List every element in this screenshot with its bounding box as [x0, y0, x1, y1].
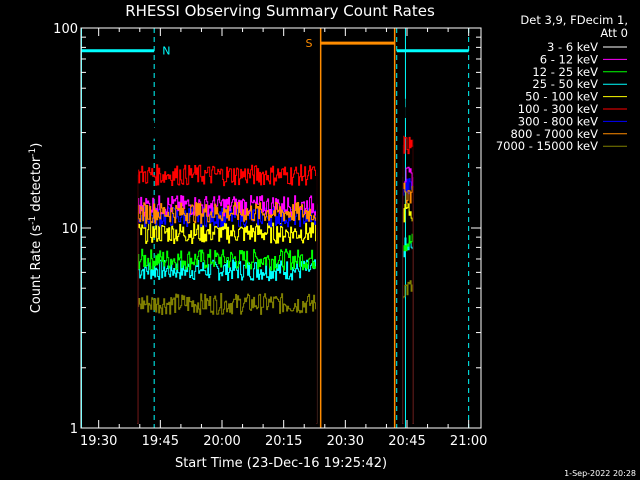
- y-tick-label: 1: [70, 422, 78, 437]
- annotation-layer: NS: [81, 28, 470, 428]
- x-tick-label: 20:00: [203, 434, 240, 449]
- series-trace: [402, 98, 414, 120]
- x-axis-label: Start Time (23-Dec-16 19:25:42): [175, 456, 387, 471]
- y-axis-label-mid: detector: [29, 156, 44, 216]
- legend-entry-label: 25 - 50 keV: [532, 77, 598, 91]
- series-trace: [402, 182, 414, 204]
- series-trace: [402, 280, 414, 299]
- series-3-6keV: [137, 98, 414, 424]
- saa-label: S: [306, 37, 313, 50]
- x-tick-label: 20:45: [388, 434, 425, 449]
- series-trace: [137, 293, 318, 315]
- y-axis-label-sup1: -1: [28, 216, 38, 225]
- x-tick-label: 19:30: [80, 434, 117, 449]
- y-axis-label: Count Rate (s-1 detector-1): [28, 143, 44, 314]
- y-axis-label-main: Count Rate (s: [29, 225, 44, 314]
- night-label: N: [162, 45, 170, 58]
- legend-entry-label: 300 - 800 keV: [518, 114, 598, 128]
- series-trace: [137, 164, 318, 187]
- legend-entry-label: 50 - 100 keV: [525, 90, 598, 104]
- series-trace: [137, 248, 317, 271]
- x-tick-label: 20:15: [265, 434, 302, 449]
- x-tick-label: 19:45: [142, 434, 179, 449]
- series-trace: [137, 222, 318, 244]
- y-tick-label: 100: [53, 22, 78, 37]
- legend-header-line1: Det 3,9, FDecim 1,: [520, 13, 628, 27]
- y-axis-label-sup2: -1: [28, 148, 38, 157]
- legend-entry-label: 3 - 6 keV: [547, 40, 598, 54]
- series-trace: [402, 203, 414, 223]
- chart-title: RHESSI Observing Summary Count Rates: [125, 2, 435, 20]
- legend-entry-label: 7000 - 15000 keV: [496, 139, 598, 153]
- generation-timestamp: 1-Sep-2022 20:28: [564, 469, 636, 478]
- y-axis-label-end: ): [29, 143, 44, 148]
- series-trace: [137, 202, 318, 224]
- y-axis: 1 10 100: [53, 22, 481, 437]
- legend-entry-label: 800 - 7000 keV: [510, 127, 598, 141]
- x-tick-label: 20:30: [327, 434, 364, 449]
- series-trace: [137, 259, 318, 282]
- series-trace: [137, 115, 318, 157]
- legend-header-line2: Att 0: [600, 26, 628, 40]
- y-tick-label: 10: [61, 222, 78, 237]
- series-trace: [402, 233, 414, 252]
- legend-entry-label: 12 - 25 keV: [532, 65, 598, 79]
- legend-entry-label: 100 - 300 keV: [518, 102, 598, 116]
- x-axis: 19:30 19:45 20:00 20:15 20:30 20:45 21:00: [80, 28, 487, 449]
- series-layer: [137, 98, 414, 424]
- legend-entry-label: 6 - 12 keV: [540, 52, 598, 66]
- series-trace: [402, 135, 414, 155]
- x-tick-label: 21:00: [450, 434, 487, 449]
